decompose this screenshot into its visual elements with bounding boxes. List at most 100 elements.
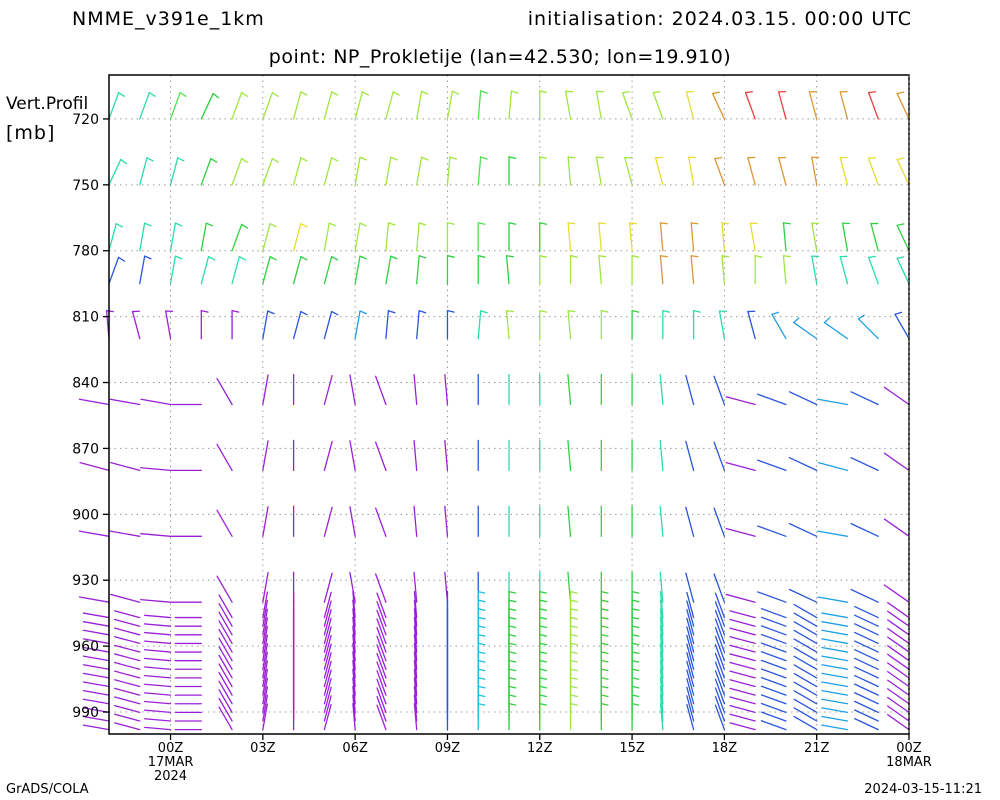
wind-barb bbox=[793, 612, 818, 627]
wind-barb bbox=[714, 661, 726, 688]
wind-barb bbox=[416, 310, 420, 340]
wind-barb bbox=[444, 439, 449, 472]
wind-barb bbox=[109, 398, 141, 406]
y-tick-label: 780 bbox=[72, 244, 99, 260]
wind-barb bbox=[82, 681, 110, 688]
wind-barb bbox=[385, 222, 390, 252]
wind-barb bbox=[686, 600, 695, 627]
wind-barb bbox=[793, 321, 818, 340]
wind-barb bbox=[760, 659, 787, 670]
wind-barb bbox=[352, 703, 356, 731]
wind-barb-flag bbox=[721, 255, 730, 258]
wind-barb bbox=[686, 626, 695, 653]
y-tick-label: 720 bbox=[72, 112, 99, 128]
wind-barb-flag bbox=[446, 222, 455, 225]
wind-barb bbox=[114, 618, 141, 627]
wind-barb bbox=[760, 676, 787, 688]
wind-barb bbox=[139, 222, 146, 252]
wind-barb-flag bbox=[782, 255, 791, 258]
x-tick-label: 06Z bbox=[342, 741, 368, 756]
wind-barb bbox=[262, 625, 269, 653]
wind-barb bbox=[883, 584, 910, 603]
wind-barb bbox=[793, 655, 818, 670]
wind-barb-flag bbox=[857, 314, 865, 320]
initialisation-time: initialisation: 2024.03.15. 00:00 UTC bbox=[527, 8, 912, 30]
wind-barb-flag bbox=[508, 694, 517, 698]
wind-barb bbox=[262, 572, 269, 603]
wind-barb bbox=[821, 655, 849, 662]
wind-barb bbox=[887, 705, 910, 722]
wind-barb bbox=[169, 222, 177, 252]
wind-barb-flag bbox=[207, 255, 216, 261]
wind-barb-flag bbox=[692, 309, 701, 313]
wind-barb bbox=[376, 695, 387, 722]
wind-barb bbox=[114, 687, 141, 696]
wind-barb bbox=[385, 156, 392, 186]
wind-barb bbox=[169, 255, 177, 285]
wind-barb bbox=[413, 571, 418, 603]
wind-barb bbox=[725, 396, 756, 406]
wind-barb bbox=[262, 617, 269, 645]
wind-barb-flag bbox=[300, 91, 308, 96]
wind-barb bbox=[685, 572, 695, 603]
wind-barb bbox=[659, 255, 664, 285]
wind-barb bbox=[349, 440, 356, 472]
wind-barb bbox=[718, 310, 726, 340]
wind-barb bbox=[817, 461, 849, 472]
wind-barb bbox=[143, 614, 172, 619]
wind-barb-flag bbox=[117, 91, 125, 97]
wind-barb-flag bbox=[241, 223, 249, 229]
wind-barb-flag bbox=[477, 677, 486, 680]
wind-barb bbox=[868, 157, 879, 186]
wind-barb bbox=[413, 685, 418, 714]
wind-barb bbox=[413, 439, 418, 472]
wind-barb-flag bbox=[179, 91, 187, 97]
wind-barb bbox=[262, 440, 269, 472]
wind-barb bbox=[659, 373, 664, 406]
wind-barb-flag bbox=[600, 634, 609, 637]
wind-barb-flag bbox=[387, 310, 396, 314]
wind-barb-flag bbox=[567, 156, 576, 159]
y-axis-label: Vert.Profil bbox=[6, 94, 89, 114]
wind-barb bbox=[292, 255, 302, 285]
wind-barb bbox=[477, 310, 482, 340]
wind-barb bbox=[887, 688, 910, 705]
wind-barb bbox=[714, 635, 726, 662]
wind-barb bbox=[262, 599, 269, 627]
wind-barb bbox=[659, 685, 664, 714]
wind-barb bbox=[793, 664, 818, 679]
wind-barb-flag bbox=[420, 156, 429, 161]
wind-barb bbox=[323, 686, 332, 714]
wind-barb-flag bbox=[539, 156, 548, 159]
wind-barb-flag bbox=[508, 651, 517, 655]
wind-barb-flag bbox=[539, 599, 548, 603]
wind-barb-flag bbox=[600, 616, 609, 620]
wind-barb bbox=[375, 375, 387, 406]
wind-barb-flag bbox=[477, 616, 486, 620]
wind-barb bbox=[821, 638, 849, 645]
wind-barb bbox=[793, 681, 818, 696]
wind-barb bbox=[413, 659, 418, 688]
wind-barb-flag bbox=[508, 599, 517, 603]
wind-barb bbox=[757, 525, 787, 537]
wind-barb bbox=[854, 717, 879, 731]
wind-barb bbox=[686, 652, 695, 679]
wind-barb bbox=[416, 222, 420, 252]
wind-barb bbox=[729, 653, 756, 662]
wind-barb-flag bbox=[508, 625, 517, 629]
wind-barb-flag bbox=[143, 255, 152, 260]
x-tick-label: 21Z bbox=[804, 741, 830, 756]
x-tick-label: 09Z bbox=[435, 741, 461, 756]
wind-barb-flag bbox=[539, 255, 548, 258]
wind-barb bbox=[793, 603, 818, 619]
wind-barb bbox=[376, 618, 387, 645]
wind-barb bbox=[757, 393, 787, 406]
wind-barb bbox=[375, 507, 387, 537]
wind-barb-flag bbox=[238, 255, 247, 261]
wind-barb bbox=[782, 222, 787, 252]
wind-barb bbox=[262, 223, 271, 252]
wind-barb-flag bbox=[600, 625, 609, 629]
wind-barb-flag bbox=[231, 309, 240, 313]
wind-barb bbox=[323, 572, 333, 603]
wind-barb bbox=[729, 704, 756, 714]
